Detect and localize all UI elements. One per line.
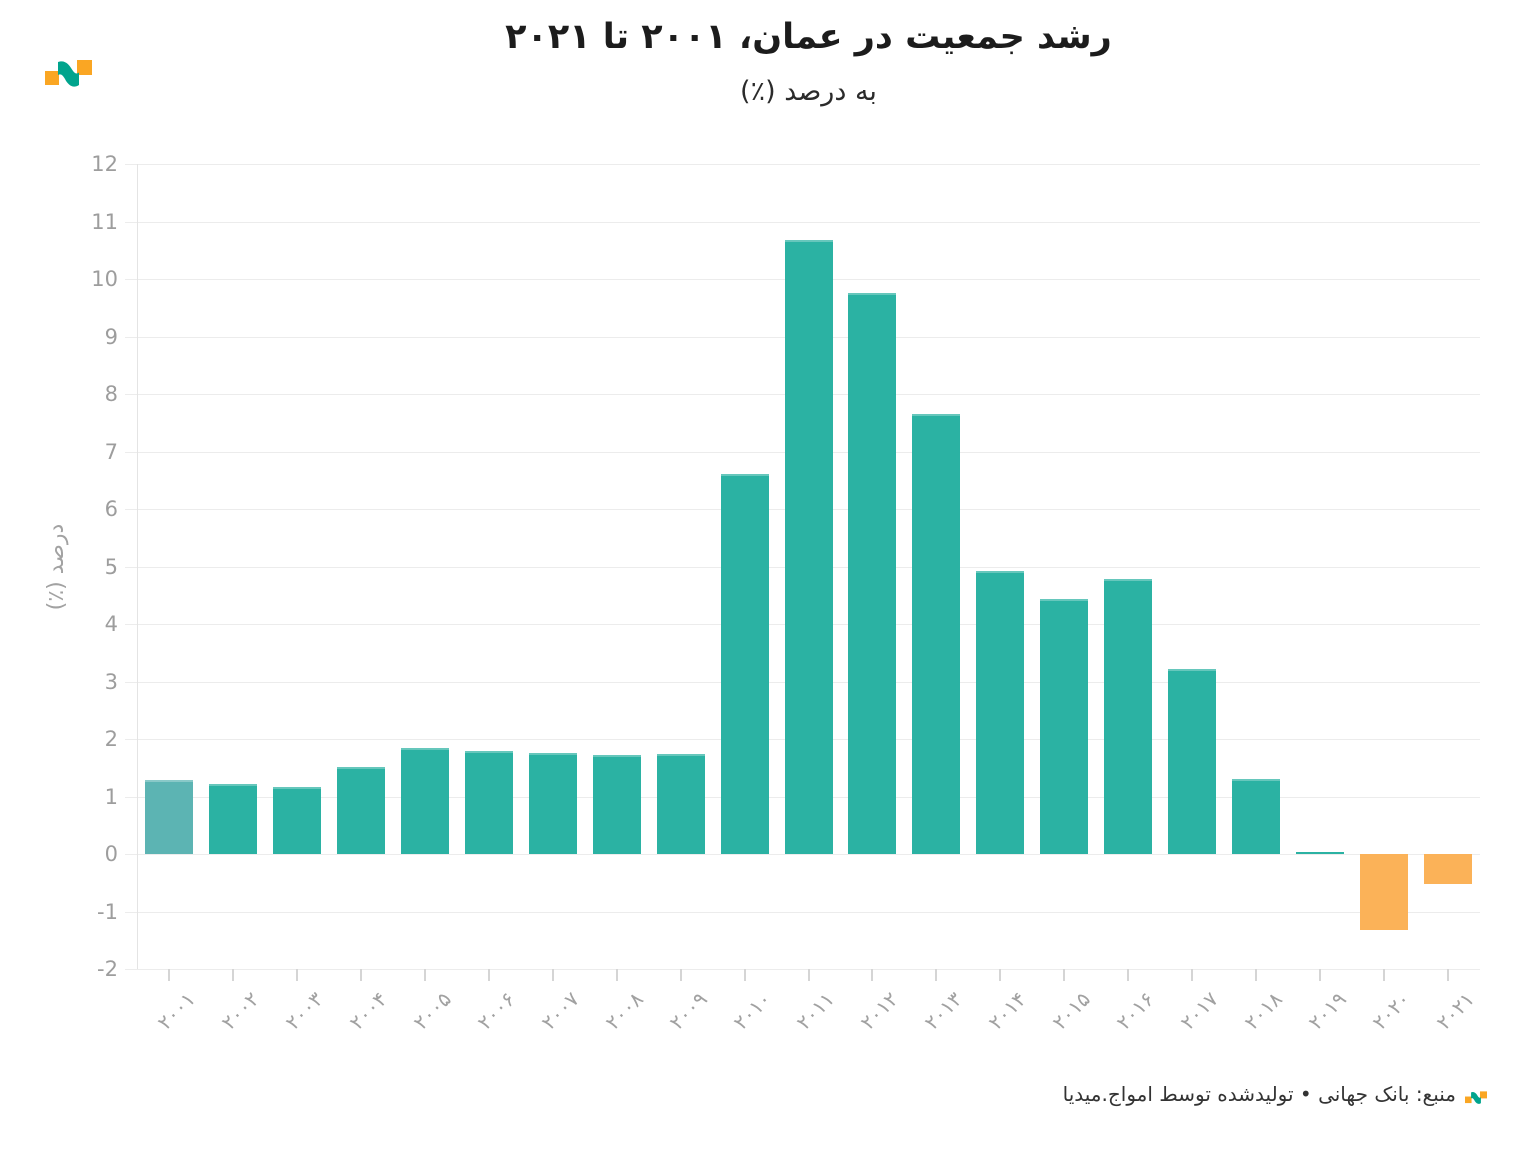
- bar: [1424, 854, 1472, 884]
- x-tick: [424, 969, 426, 981]
- y-tick-label: 4: [104, 612, 118, 636]
- bar: [1360, 854, 1408, 930]
- x-tick-label: ۲۰۰۵: [408, 987, 456, 1035]
- bar: [273, 787, 321, 854]
- y-tick-label: -1: [97, 900, 118, 924]
- x-tick-label: ۲۰۱۹: [1303, 987, 1351, 1035]
- bar: [1296, 852, 1344, 854]
- x-tick-label: ۲۰۱۳: [919, 987, 967, 1035]
- y-tick-label: 5: [104, 555, 118, 579]
- x-tick: [616, 969, 618, 981]
- chart-title: رشد جمعیت در عمان، ۲۰۰۱ تا ۲۰۲۱: [505, 17, 1112, 57]
- x-tick: [680, 969, 682, 981]
- bar: [976, 571, 1024, 854]
- x-tick-label: ۲۰۲۱: [1431, 987, 1479, 1035]
- x-tick-label: ۲۰۱۸: [1239, 987, 1287, 1035]
- bar: [401, 748, 449, 854]
- amwaj-media-logo: [45, 55, 92, 89]
- bar: [657, 754, 705, 854]
- x-tick-label: ۲۰۲۰: [1367, 987, 1415, 1035]
- x-tick-label: ۲۰۰۲: [216, 987, 264, 1035]
- gridline: [125, 912, 1480, 913]
- bar: [209, 784, 257, 854]
- bar: [593, 755, 641, 854]
- amwaj-media-logo-small: [1465, 1086, 1487, 1104]
- chart-subtitle: به درصد (٪): [740, 76, 877, 107]
- x-tick-label: ۲۰۱۶: [1111, 987, 1159, 1035]
- wave-logo-icon: [45, 60, 92, 87]
- source-line: منبع: بانک جهانی • تولیدشده توسط امواج.م…: [1063, 1082, 1487, 1106]
- bar: [1104, 579, 1152, 854]
- y-tick-label: 3: [104, 670, 118, 694]
- x-tick: [935, 969, 937, 981]
- x-tick-label: ۲۰۰۷: [536, 987, 584, 1035]
- bar: [145, 780, 193, 854]
- bar: [785, 240, 833, 854]
- x-tick-label: ۲۰۰۹: [664, 987, 712, 1035]
- gridline: [125, 969, 1480, 970]
- x-tick: [871, 969, 873, 981]
- bar: [1232, 779, 1280, 854]
- bar: [529, 753, 577, 854]
- gridline: [125, 164, 1480, 165]
- x-tick: [808, 969, 810, 981]
- x-tick-label: ۲۰۰۳: [280, 987, 328, 1035]
- y-tick-label: 9: [104, 325, 118, 349]
- y-tick-label: 10: [91, 267, 118, 291]
- y-tick-label: 0: [104, 842, 118, 866]
- x-tick-label: ۲۰۱۴: [983, 987, 1031, 1035]
- x-tick-label: ۲۰۱۵: [1047, 987, 1095, 1035]
- y-tick-label: 8: [104, 382, 118, 406]
- bar: [721, 474, 769, 854]
- y-tick-label: 6: [104, 497, 118, 521]
- x-tick: [360, 969, 362, 981]
- x-tick: [1063, 969, 1065, 981]
- x-tick: [552, 969, 554, 981]
- y-tick-label: -2: [97, 957, 118, 981]
- x-tick-label: ۲۰۱۱: [791, 987, 839, 1035]
- bar: [1168, 669, 1216, 854]
- y-tick-label: 1: [104, 785, 118, 809]
- x-tick: [232, 969, 234, 981]
- x-tick: [488, 969, 490, 981]
- y-tick-label: 11: [91, 210, 118, 234]
- x-tick: [1255, 969, 1257, 981]
- x-tick-label: ۲۰۰۴: [344, 987, 392, 1035]
- bar: [848, 293, 896, 854]
- x-tick: [1319, 969, 1321, 981]
- x-tick: [168, 969, 170, 981]
- y-axis-line: [137, 164, 138, 969]
- x-tick: [1383, 969, 1385, 981]
- gridline: [125, 222, 1480, 223]
- x-tick: [1191, 969, 1193, 981]
- bar: [465, 751, 513, 854]
- x-tick: [296, 969, 298, 981]
- y-tick-label: 12: [91, 152, 118, 176]
- x-tick-label: ۲۰۰۶: [472, 987, 520, 1035]
- x-tick: [1447, 969, 1449, 981]
- x-tick-label: ۲۰۱۲: [855, 987, 903, 1035]
- x-tick: [999, 969, 1001, 981]
- bar: [1040, 599, 1088, 854]
- x-tick-label: ۲۰۰۸: [600, 987, 648, 1035]
- y-tick-label: 7: [104, 440, 118, 464]
- x-tick-label: ۲۰۰۱: [152, 987, 200, 1035]
- bar: [337, 767, 385, 854]
- x-tick-label: ۲۰۱۰: [728, 987, 776, 1035]
- x-tick: [744, 969, 746, 981]
- bar: [912, 414, 960, 854]
- x-tick: [1127, 969, 1129, 981]
- x-tick-label: ۲۰۱۷: [1175, 987, 1223, 1035]
- y-tick-label: 2: [104, 727, 118, 751]
- source-text: منبع: بانک جهانی • تولیدشده توسط امواج.م…: [1062, 1082, 1456, 1106]
- wave-logo-icon: [1465, 1091, 1487, 1104]
- gridline: [125, 854, 1480, 855]
